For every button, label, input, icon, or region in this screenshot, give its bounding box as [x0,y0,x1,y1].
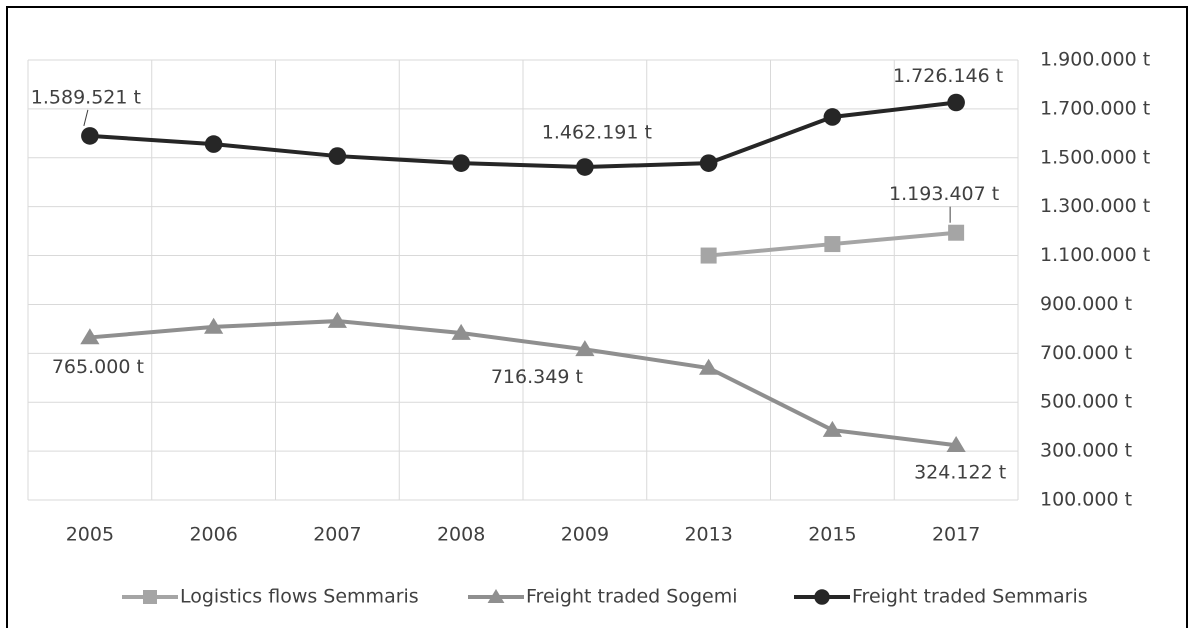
point [700,247,717,264]
frame [6,6,1188,628]
x-tick-label: 2009 [561,524,609,546]
legend-marker [487,588,505,603]
legend-label: Freight traded Semmaris [852,586,1088,608]
legend-label: Logistics flows Semmaris [180,586,419,608]
y-tick-label: 1.900.000 t [1040,49,1150,71]
y-tick-label: 100.000 t [1040,489,1132,511]
data-label: 716.349 t [491,366,583,388]
x-tick-label: 2007 [313,524,361,546]
y-tick-label: 900.000 t [1040,293,1132,315]
point [576,158,594,176]
data-label: 1.726.146 t [893,65,1003,87]
data-label: 1.589.521 t [31,86,141,108]
series-line [89,100,957,170]
y-tick-label: 1.700.000 t [1040,97,1150,119]
point [81,127,99,145]
x-tick-label: 2017 [932,524,980,546]
leader-line [83,109,89,127]
data-label: 1.193.407 t [889,183,999,205]
data-label: 324.122 t [914,462,1006,484]
y-tick-label: 700.000 t [1040,342,1132,364]
data-label: 765.000 t [52,356,144,378]
data-label: 1.462.191 t [542,122,652,144]
point [946,436,966,453]
x-tick-label: 2006 [189,524,237,546]
point [204,317,224,334]
point [575,340,595,357]
point [327,311,347,328]
legend-marker [143,590,157,604]
x-tick-label: 2008 [437,524,485,546]
point [328,147,347,165]
point [204,135,223,153]
point [451,323,471,340]
x-tick-label: 2015 [808,524,856,546]
point [824,236,841,253]
point [80,328,100,345]
legend-label: Freight traded Sogemi [526,586,737,608]
y-tick-label: 1.500.000 t [1040,146,1150,168]
point [699,154,718,172]
point [948,224,965,241]
y-tick-label: 1.300.000 t [1040,195,1150,217]
point [947,93,965,112]
point [822,420,842,437]
point [699,358,719,375]
legend-marker [814,589,830,605]
y-tick-label: 1.100.000 t [1040,244,1150,266]
x-tick-label: 2005 [66,524,114,546]
y-tick-label: 500.000 t [1040,391,1132,413]
x-tick-label: 2013 [684,524,732,546]
point [452,154,470,172]
series-line [89,319,957,448]
y-tick-label: 300.000 t [1040,440,1132,462]
point [823,108,842,126]
